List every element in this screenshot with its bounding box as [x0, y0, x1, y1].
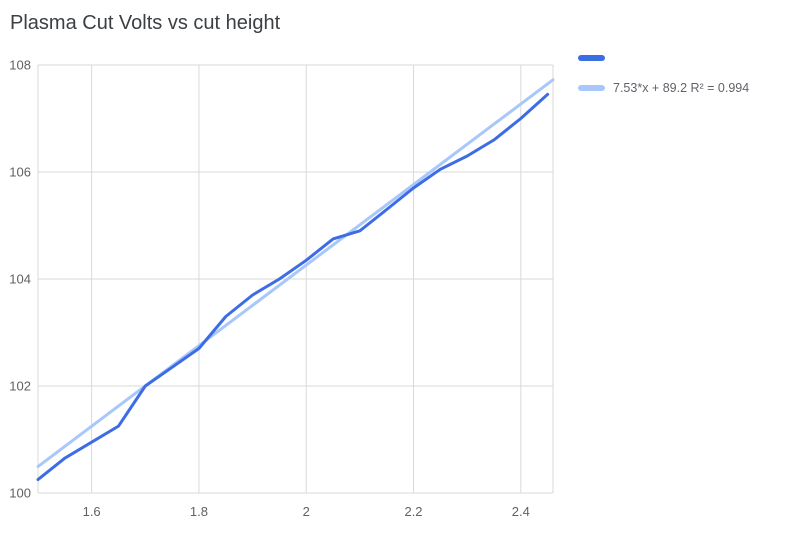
y-tick-label-104: 104 — [9, 272, 31, 287]
series-line — [36, 92, 550, 482]
chart-title: Plasma Cut Volts vs cut height — [10, 12, 281, 34]
legend-item-series — [578, 55, 749, 61]
y-tick-label-102: 102 — [9, 379, 31, 394]
trendline — [36, 78, 555, 469]
legend: 7.53*x + 89.2 R² = 0.994 — [578, 55, 749, 95]
y-tick-label-108: 108 — [9, 58, 31, 73]
legend-item-trendline: 7.53*x + 89.2 R² = 0.994 — [578, 81, 749, 95]
y-tick-label-106: 106 — [9, 165, 31, 180]
x-tick-label-2.4: 2.4 — [512, 504, 530, 519]
x-tick-label-1.8: 1.8 — [190, 504, 208, 519]
x-tick-label-1.6: 1.6 — [83, 504, 101, 519]
x-tick-label-2.2: 2.2 — [404, 504, 422, 519]
x-tick-label-2: 2 — [303, 504, 310, 519]
y-tick-label-100: 100 — [9, 486, 31, 501]
trendline-legend-swatch — [578, 85, 605, 91]
series-legend-swatch — [578, 55, 605, 61]
trendline-legend-label: 7.53*x + 89.2 R² = 0.994 — [613, 81, 750, 95]
